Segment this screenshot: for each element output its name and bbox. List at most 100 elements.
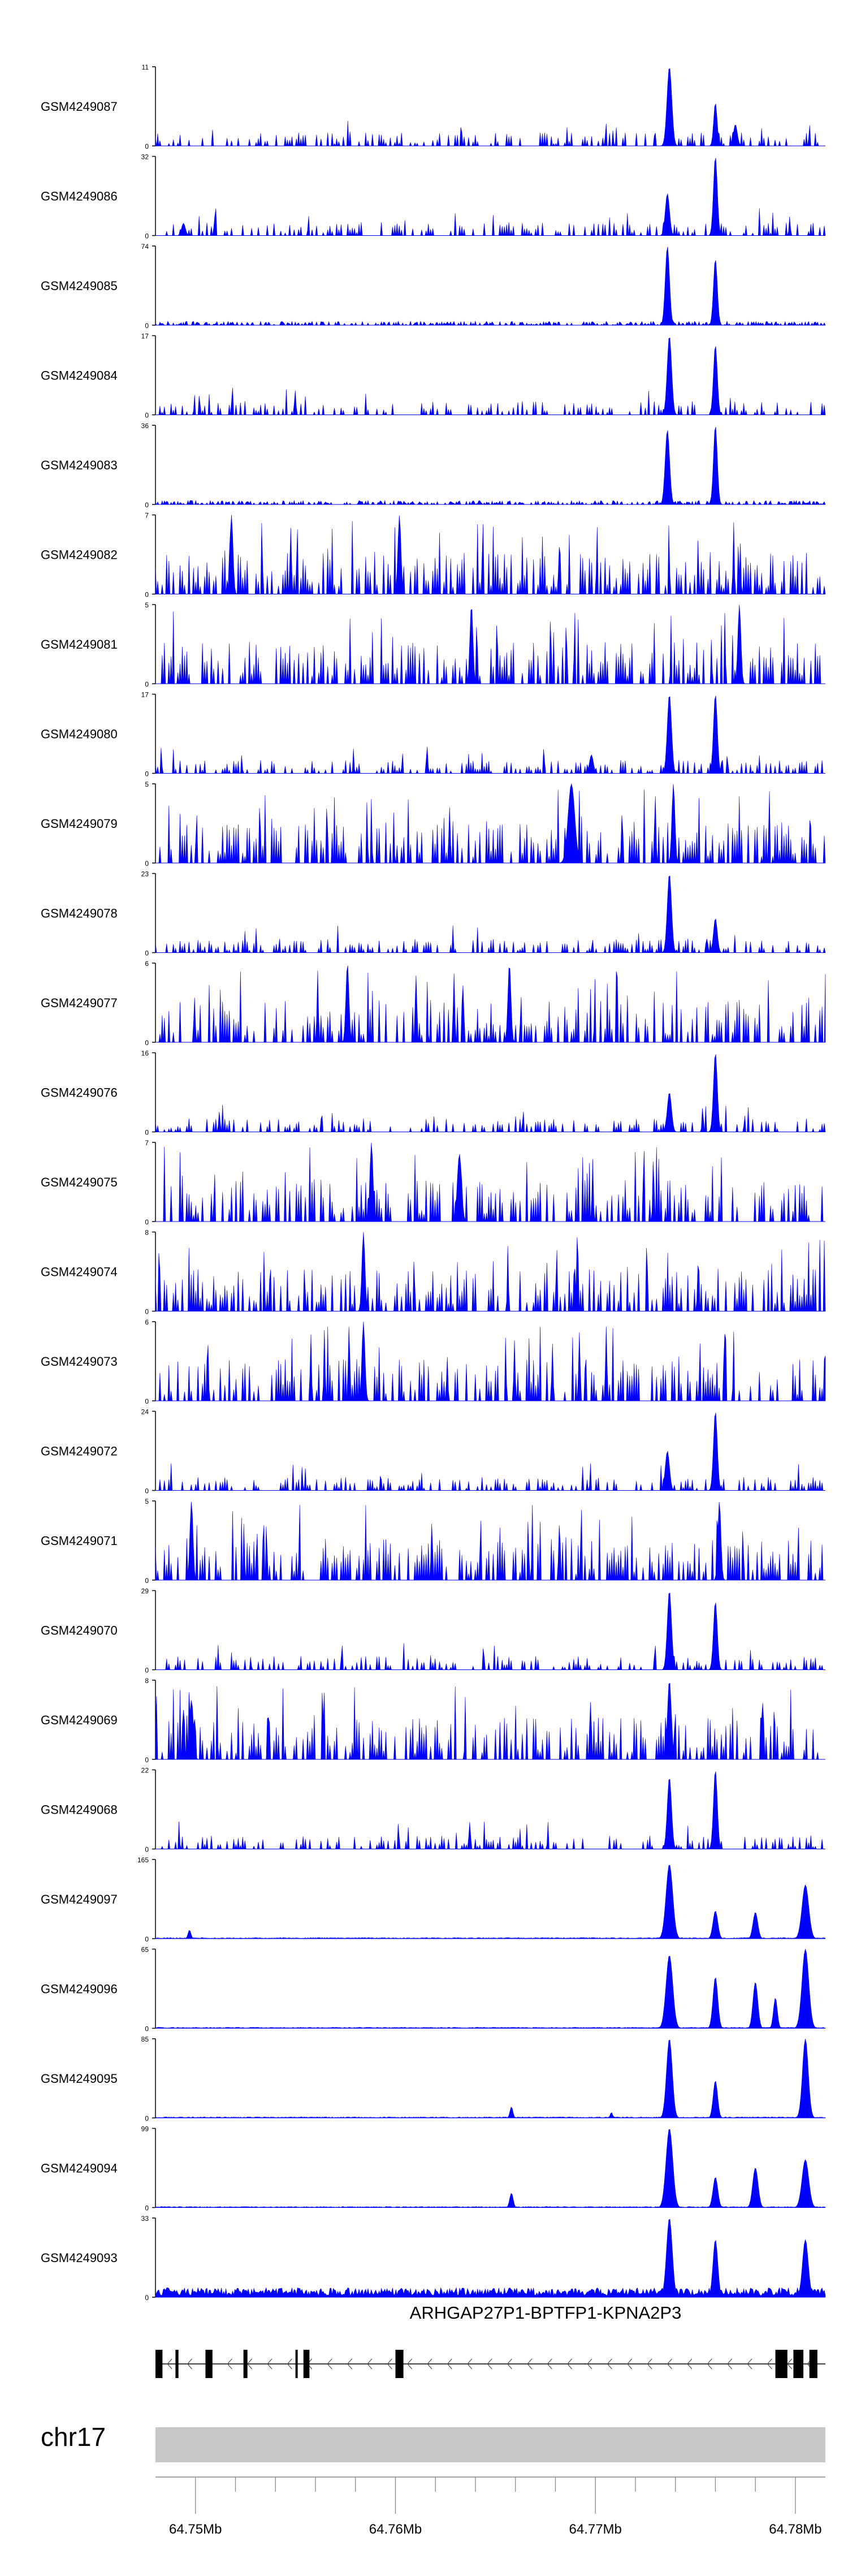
track-GSM4249097: GSM4249097 165 0 (41, 1856, 826, 1943)
y-max-label: 16 (141, 1050, 149, 1058)
track-GSM4249083: GSM4249083 36 0 (41, 422, 826, 509)
track-GSM4249072: GSM4249072 24 0 (41, 1408, 825, 1495)
strand-arrow (187, 2358, 193, 2370)
y-max-label: 74 (141, 243, 149, 251)
gene-exon (303, 2350, 310, 2378)
gene-exon (295, 2350, 298, 2378)
y-min-label: 0 (145, 322, 149, 330)
y-min-label: 0 (145, 1397, 149, 1405)
strand-arrow (687, 2358, 693, 2370)
track-label: GSM4249096 (41, 1982, 118, 1996)
y-max-label: 165 (137, 1856, 149, 1864)
strand-arrow (667, 2358, 673, 2370)
track-label: GSM4249087 (41, 100, 118, 114)
track-label: GSM4249071 (41, 1534, 118, 1548)
track-GSM4249074: GSM4249074 8 0 (41, 1229, 826, 1316)
gene-exon (395, 2350, 404, 2378)
track-GSM4249068: GSM4249068 22 0 (41, 1767, 825, 1854)
x-tick-label: 64.77Mb (569, 2522, 622, 2537)
y-max-label: 17 (141, 333, 149, 340)
track-GSM4249094: GSM4249094 99 0 (41, 2125, 826, 2212)
strand-arrow (527, 2358, 533, 2370)
x-tick-label: 64.75Mb (169, 2522, 222, 2537)
track-label: GSM4249094 (41, 2161, 118, 2176)
gene-exon (205, 2350, 213, 2378)
track-GSM4249095: GSM4249095 85 0 (41, 2035, 826, 2122)
coverage-area (155, 1322, 826, 1401)
strand-arrow (427, 2358, 432, 2370)
track-GSM4249086: GSM4249086 32 0 (41, 153, 826, 240)
coverage-area (155, 2039, 826, 2118)
track-GSM4249093: GSM4249093 33 0 (41, 2215, 826, 2302)
y-max-label: 5 (145, 1498, 149, 1505)
coverage-area (155, 696, 825, 774)
y-min-label: 0 (145, 1487, 149, 1495)
chromosome-label: chr17 (41, 2422, 106, 2452)
y-max-label: 7 (145, 1139, 149, 1147)
track-GSM4249076: GSM4249076 16 0 (41, 1050, 826, 1137)
strand-arrow (487, 2358, 492, 2370)
gene-exon (793, 2350, 804, 2378)
y-max-label: 33 (141, 2215, 149, 2223)
track-GSM4249078: GSM4249078 23 0 (41, 870, 826, 957)
y-min-label: 0 (145, 1846, 149, 1854)
track-label: GSM4249072 (41, 1444, 118, 1459)
chromosome-track: chr17 (41, 2422, 825, 2462)
y-min-label: 0 (145, 501, 149, 509)
track-GSM4249082: GSM4249082 7 0 (41, 512, 826, 599)
y-min-label: 0 (145, 2204, 149, 2212)
gene-track: ARHGAP27P1-BPTFP1-KPNA2P3 (155, 2303, 825, 2378)
gene-name-label: ARHGAP27P1-BPTFP1-KPNA2P3 (410, 2303, 682, 2323)
track-label: GSM4249077 (41, 996, 118, 1010)
strand-arrow (267, 2358, 272, 2370)
coverage-area (155, 158, 826, 236)
coverage-area (155, 426, 826, 506)
track-GSM4249079: GSM4249079 5 0 (41, 780, 826, 868)
chromosome-band (155, 2427, 825, 2462)
strand-arrow (647, 2358, 652, 2370)
y-min-label: 0 (145, 232, 149, 240)
y-min-label: 0 (145, 1667, 149, 1675)
strand-arrow (447, 2358, 452, 2370)
y-min-label: 0 (145, 770, 149, 778)
strand-arrow (167, 2358, 172, 2370)
track-GSM4249073: GSM4249073 6 0 (41, 1318, 826, 1405)
y-max-label: 99 (141, 2125, 149, 2133)
coverage-area (155, 247, 826, 326)
y-max-label: 5 (145, 601, 149, 609)
coverage-area (155, 515, 826, 595)
track-label: GSM4249080 (41, 727, 118, 741)
track-label: GSM4249081 (41, 637, 118, 651)
strand-arrow (587, 2358, 592, 2370)
coverage-area (155, 875, 826, 953)
track-GSM4249084: GSM4249084 17 0 (41, 333, 826, 420)
track-GSM4249077: GSM4249077 6 0 (41, 960, 826, 1047)
genome-axis: 64.75Mb 64.76Mb 64.77Mb 64.78Mb (155, 2476, 825, 2537)
y-max-label: 6 (145, 960, 149, 968)
track-GSM4249071: GSM4249071 5 0 (41, 1498, 825, 1585)
track-label: GSM4249082 (41, 548, 118, 562)
track-label: GSM4249078 (41, 907, 118, 921)
y-max-label: 7 (145, 512, 149, 520)
y-min-label: 0 (145, 2025, 149, 2033)
strand-arrow (347, 2358, 353, 2370)
strand-arrow (287, 2358, 292, 2370)
coverage-area (155, 1593, 825, 1671)
track-label: GSM4249085 (41, 279, 118, 293)
strand-arrow (767, 2358, 772, 2370)
y-max-label: 23 (141, 870, 149, 878)
strand-arrow (726, 2358, 733, 2370)
track-label: GSM4249073 (41, 1354, 118, 1369)
gene-exon (775, 2350, 788, 2378)
y-max-label: 29 (141, 1587, 149, 1595)
y-min-label: 0 (145, 1129, 149, 1137)
y-max-label: 5 (145, 780, 149, 788)
coverage-area (155, 1948, 826, 2029)
track-GSM4249070: GSM4249070 29 0 (41, 1587, 825, 1675)
y-min-label: 0 (145, 591, 149, 599)
y-max-label: 24 (141, 1408, 149, 1416)
y-min-label: 0 (145, 2294, 149, 2302)
track-GSM4249087: GSM4249087 11 0 (41, 63, 825, 150)
